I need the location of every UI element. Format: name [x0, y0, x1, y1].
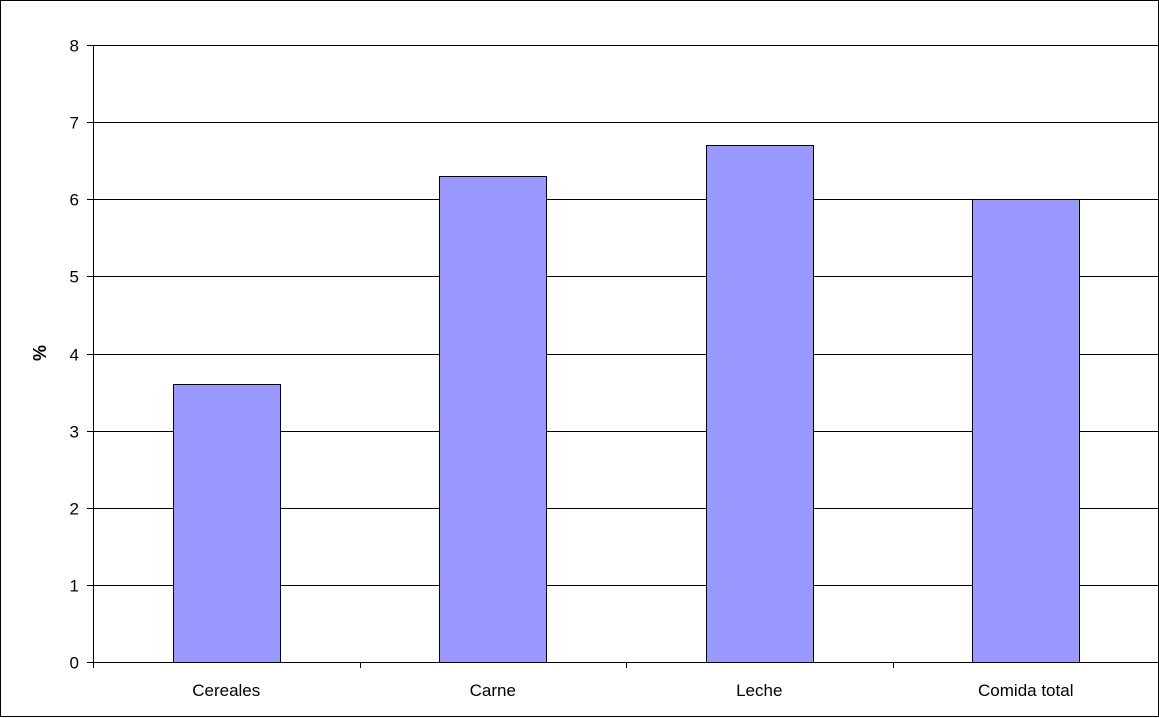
y-tick-label: 6	[70, 191, 79, 210]
y-tick-label: 5	[70, 268, 79, 287]
bar	[972, 199, 1080, 663]
y-tick-label: 8	[70, 37, 79, 56]
axes	[87, 45, 1159, 668]
y-tick-label: 2	[70, 500, 79, 519]
x-tick-label: Comida total	[978, 681, 1073, 700]
y-tick-label: 7	[70, 114, 79, 133]
y-tick-label: 1	[70, 577, 79, 596]
bars	[173, 145, 1080, 663]
bar	[173, 384, 281, 663]
x-tick-label: Carne	[470, 681, 516, 700]
tick-labels: 0 1 2 3 4 5 6 7 8 Cereales Carne Leche Comida total	[70, 37, 1074, 701]
y-tick-label: 3	[70, 423, 79, 442]
x-tick-label: Leche	[736, 681, 782, 700]
bar	[706, 145, 814, 663]
bar	[439, 176, 547, 663]
y-axis-title: %	[30, 345, 50, 361]
y-tick-label: 4	[70, 346, 79, 365]
y-tick-label: 0	[70, 654, 79, 673]
x-tick-label: Cereales	[192, 681, 260, 700]
